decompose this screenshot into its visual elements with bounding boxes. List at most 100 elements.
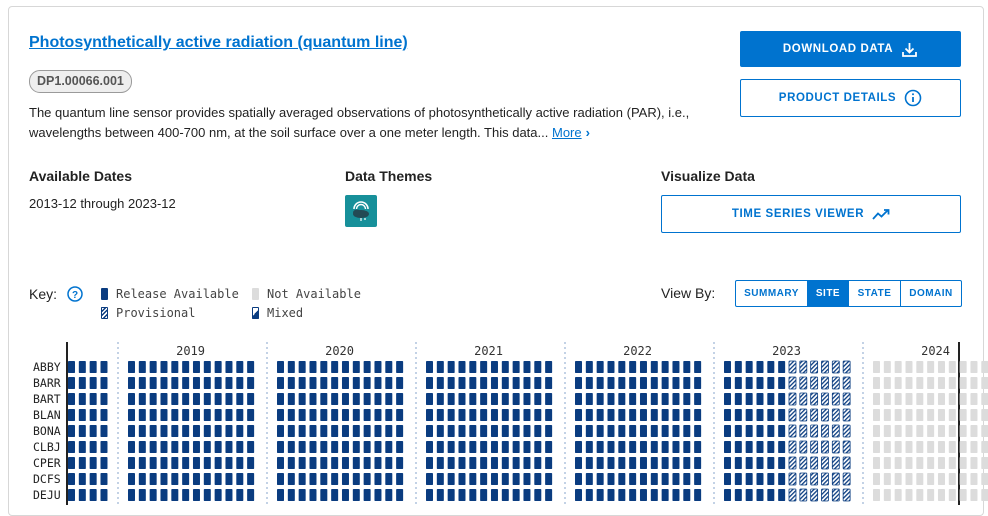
product-details-button[interactable]: PRODUCT DETAILS (740, 79, 961, 117)
availability-cell (927, 457, 935, 469)
view-by-summary-button[interactable]: SUMMARY (736, 281, 808, 306)
availability-cell (650, 441, 658, 453)
availability-cell (927, 489, 935, 501)
availability-cell (363, 393, 371, 405)
availability-cell (426, 377, 433, 389)
availability-cell (341, 377, 349, 389)
availability-cell (149, 457, 157, 469)
availability-cell (89, 393, 97, 405)
key-item-not-available: Not Available (252, 287, 361, 301)
availability-cell (618, 393, 626, 405)
availability-cell (734, 441, 742, 453)
availability-cell (607, 473, 615, 485)
availability-cell (523, 409, 531, 421)
availability-cell (799, 360, 808, 374)
availability-cell (385, 361, 393, 373)
availability-cell (683, 473, 691, 485)
availability-cell (821, 408, 829, 422)
availability-cell (192, 473, 200, 485)
availability-cell (458, 425, 466, 437)
availability-cell (534, 489, 542, 501)
availability-cell (341, 489, 349, 501)
availability-cell (287, 409, 295, 421)
availability-cell (214, 489, 222, 501)
product-title-link[interactable]: Photosynthetically active radiation (qua… (29, 34, 408, 51)
availability-cell (916, 457, 924, 469)
availability-cell (788, 360, 797, 374)
availability-cell (650, 457, 658, 469)
help-icon[interactable]: ? (67, 286, 83, 302)
view-by-state-button[interactable]: STATE (849, 281, 901, 306)
availability-cell (512, 377, 520, 389)
availability-cell (128, 489, 135, 501)
availability-cell (981, 393, 988, 405)
atmosphere-icon[interactable] (345, 195, 377, 227)
year-label: 2024 (921, 344, 950, 358)
availability-cell (182, 425, 190, 437)
availability-cell (501, 409, 509, 421)
availability-cell (247, 409, 255, 421)
availability-cell (534, 393, 542, 405)
availability-cell (629, 361, 637, 373)
availability-cell (767, 393, 775, 405)
availability-cell (447, 361, 455, 373)
site-label: CLBJ (33, 440, 61, 454)
availability-cell (575, 425, 582, 437)
availability-cell (203, 377, 211, 389)
download-data-button[interactable]: DOWNLOAD DATA (740, 31, 961, 67)
availability-cell (171, 489, 179, 501)
availability-cell (629, 409, 637, 421)
availability-cell (745, 473, 753, 485)
availability-cell (810, 376, 819, 390)
availability-cell (937, 377, 945, 389)
availability-cell (724, 457, 731, 469)
availability-cell (352, 473, 360, 485)
availability-cell (545, 441, 553, 453)
availability-cell (639, 441, 647, 453)
availability-cell (89, 441, 97, 453)
availability-cell (937, 489, 945, 501)
site-label: BARR (33, 376, 61, 390)
year-label: 2021 (474, 344, 503, 358)
chevron-right-icon[interactable]: › (585, 124, 590, 140)
availability-cell (639, 377, 647, 389)
availability-cell (100, 457, 108, 469)
availability-cell (436, 441, 444, 453)
view-by-domain-button[interactable]: DOMAIN (909, 288, 953, 299)
key-item-label: Provisional (116, 306, 196, 320)
availability-cell (331, 473, 339, 485)
availability-cell (842, 440, 851, 454)
availability-cell (734, 393, 742, 405)
availability-cell (629, 377, 637, 389)
availability-cell (970, 473, 978, 485)
availability-cell (385, 473, 393, 485)
availability-cell (831, 392, 840, 406)
availability-cell (236, 409, 244, 421)
availability-cell (734, 489, 742, 501)
availability-cell (447, 393, 455, 405)
availability-cell (225, 361, 233, 373)
time-series-viewer-button[interactable]: TIME SERIES VIEWER (661, 195, 961, 233)
availability-cell (981, 489, 988, 501)
availability-cell (683, 457, 691, 469)
availability-cell (894, 473, 902, 485)
availability-cell (842, 424, 851, 438)
availability-cell (799, 472, 808, 486)
availability-cell (458, 473, 466, 485)
availability-cell (916, 473, 924, 485)
availability-cell (756, 489, 764, 501)
more-link[interactable]: More (551, 124, 582, 140)
availability-cell (287, 457, 295, 469)
availability-cell (160, 441, 168, 453)
availability-cell (138, 377, 146, 389)
availability-cell (309, 457, 317, 469)
availability-cell (916, 393, 924, 405)
availability-cell (629, 393, 637, 405)
site-label: BLAN (33, 408, 61, 422)
availability-cell (639, 425, 647, 437)
availability-cell (585, 361, 593, 373)
availability-cell (149, 393, 157, 405)
availability-cell (981, 361, 988, 373)
availability-cell (309, 377, 317, 389)
view-by-site-button[interactable]: SITE (808, 281, 849, 306)
